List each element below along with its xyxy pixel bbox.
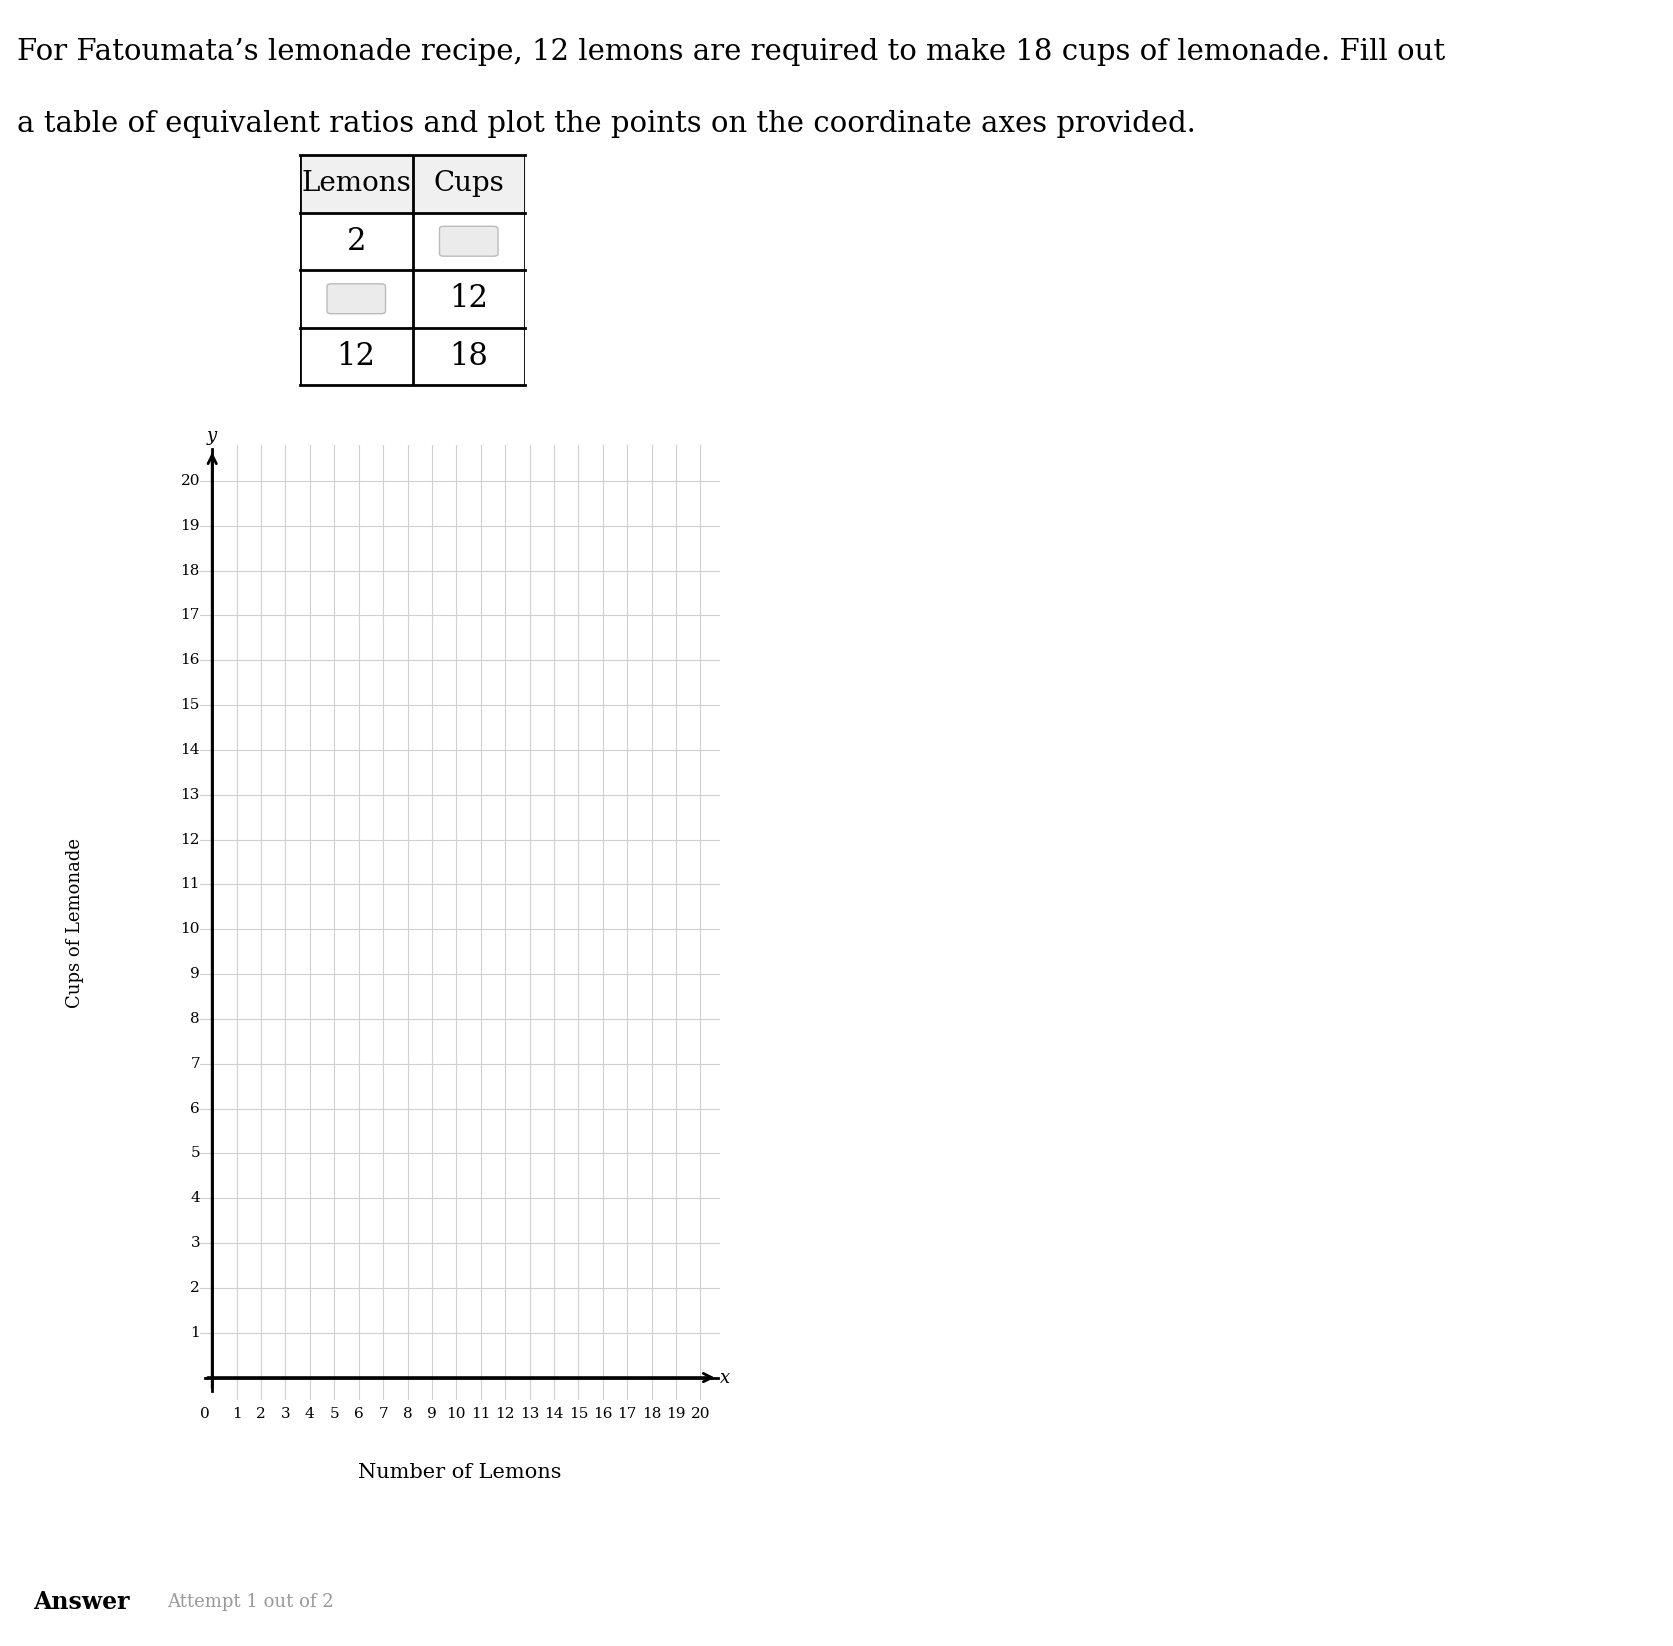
Text: 4: 4 bbox=[304, 1407, 315, 1420]
Text: a table of equivalent ratios and plot the points on the coordinate axes provided: a table of equivalent ratios and plot th… bbox=[17, 110, 1196, 138]
Text: 20: 20 bbox=[691, 1407, 711, 1420]
Text: 1: 1 bbox=[233, 1407, 241, 1420]
Text: 14: 14 bbox=[181, 742, 201, 757]
Text: 8: 8 bbox=[191, 1012, 201, 1025]
Text: 9: 9 bbox=[427, 1407, 437, 1420]
Text: 20: 20 bbox=[181, 474, 201, 487]
Text: 10: 10 bbox=[181, 922, 201, 937]
Text: 8: 8 bbox=[403, 1407, 412, 1420]
Text: y: y bbox=[207, 426, 217, 444]
Text: Cups of Lemonade: Cups of Lemonade bbox=[65, 838, 84, 1007]
Text: 9: 9 bbox=[191, 968, 201, 981]
FancyBboxPatch shape bbox=[326, 283, 385, 314]
Text: 17: 17 bbox=[617, 1407, 637, 1420]
Text: 15: 15 bbox=[181, 698, 201, 713]
Text: 15: 15 bbox=[569, 1407, 589, 1420]
Text: 17: 17 bbox=[181, 609, 201, 622]
Text: 18: 18 bbox=[642, 1407, 661, 1420]
Text: 7: 7 bbox=[191, 1057, 201, 1072]
Text: Number of Lemons: Number of Lemons bbox=[358, 1463, 562, 1481]
Text: Lemons: Lemons bbox=[301, 170, 412, 198]
Text: 5: 5 bbox=[330, 1407, 340, 1420]
Text: 1: 1 bbox=[191, 1325, 201, 1340]
Text: 10: 10 bbox=[447, 1407, 467, 1420]
Text: 12: 12 bbox=[495, 1407, 515, 1420]
Text: 2: 2 bbox=[346, 226, 366, 257]
Text: 19: 19 bbox=[181, 518, 201, 533]
Text: Attempt 1 out of 2: Attempt 1 out of 2 bbox=[167, 1593, 335, 1611]
Text: 13: 13 bbox=[520, 1407, 539, 1420]
Text: For Fatoumata’s lemonade recipe, 12 lemons are required to make 18 cups of lemon: For Fatoumata’s lemonade recipe, 12 lemo… bbox=[17, 38, 1445, 66]
Text: 3: 3 bbox=[281, 1407, 289, 1420]
Text: 16: 16 bbox=[181, 653, 201, 667]
Text: 🔒 deltamath.com: 🔒 deltamath.com bbox=[771, 8, 902, 23]
Text: 11: 11 bbox=[472, 1407, 490, 1420]
Text: 19: 19 bbox=[666, 1407, 686, 1420]
Text: 16: 16 bbox=[592, 1407, 612, 1420]
Text: 4: 4 bbox=[191, 1192, 201, 1205]
Text: 6: 6 bbox=[191, 1101, 201, 1116]
Text: 14: 14 bbox=[544, 1407, 564, 1420]
Text: 11: 11 bbox=[181, 877, 201, 892]
Text: 18: 18 bbox=[450, 341, 489, 372]
Text: x: x bbox=[719, 1368, 729, 1386]
Text: 3: 3 bbox=[191, 1236, 201, 1249]
Text: Answer: Answer bbox=[33, 1590, 130, 1615]
Text: 12: 12 bbox=[450, 283, 489, 314]
Text: 2: 2 bbox=[191, 1281, 201, 1295]
Text: 12: 12 bbox=[336, 341, 376, 372]
Text: 5: 5 bbox=[191, 1146, 201, 1160]
Text: 0: 0 bbox=[201, 1407, 209, 1420]
Text: 6: 6 bbox=[353, 1407, 363, 1420]
Text: 18: 18 bbox=[181, 563, 201, 578]
Text: Cups: Cups bbox=[433, 170, 504, 198]
Text: 12: 12 bbox=[181, 833, 201, 846]
Text: 13: 13 bbox=[181, 788, 201, 802]
Text: 7: 7 bbox=[378, 1407, 388, 1420]
FancyBboxPatch shape bbox=[440, 226, 499, 257]
Text: 2: 2 bbox=[256, 1407, 266, 1420]
